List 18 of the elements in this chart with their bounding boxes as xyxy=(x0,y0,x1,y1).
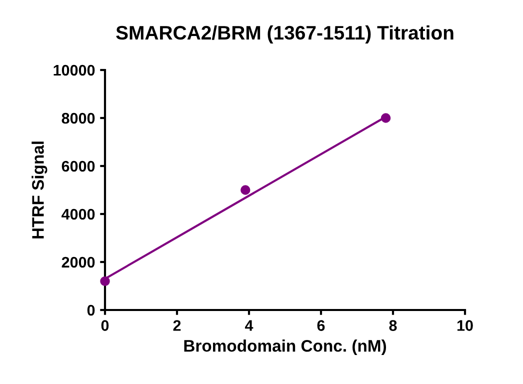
x-tick-label: 0 xyxy=(101,320,109,331)
x-tick-label: 10 xyxy=(457,320,473,331)
x-axis-title: Bromodomain Conc. (nM) xyxy=(184,340,386,356)
chart-title: SMARCA2/BRM (1367-1511) Titration xyxy=(116,25,454,44)
x-tick-label: 4 xyxy=(244,320,254,331)
x-tick-label: 6 xyxy=(317,320,325,331)
x-tick-label: 8 xyxy=(389,320,397,331)
point xyxy=(380,113,391,123)
y-tick-label: 8000 xyxy=(62,112,95,124)
y-axis-title: HTRF Signal xyxy=(32,142,48,238)
y-tick-label: 2000 xyxy=(62,256,95,268)
point xyxy=(240,185,250,195)
x-tick-label: 2 xyxy=(173,320,181,331)
y-tick-label: 6000 xyxy=(62,160,95,172)
y-tick-label: 10000 xyxy=(54,64,95,76)
point xyxy=(100,276,110,286)
y-tick-label: 0 xyxy=(87,304,95,316)
y-tick-label: 4000 xyxy=(62,208,95,220)
